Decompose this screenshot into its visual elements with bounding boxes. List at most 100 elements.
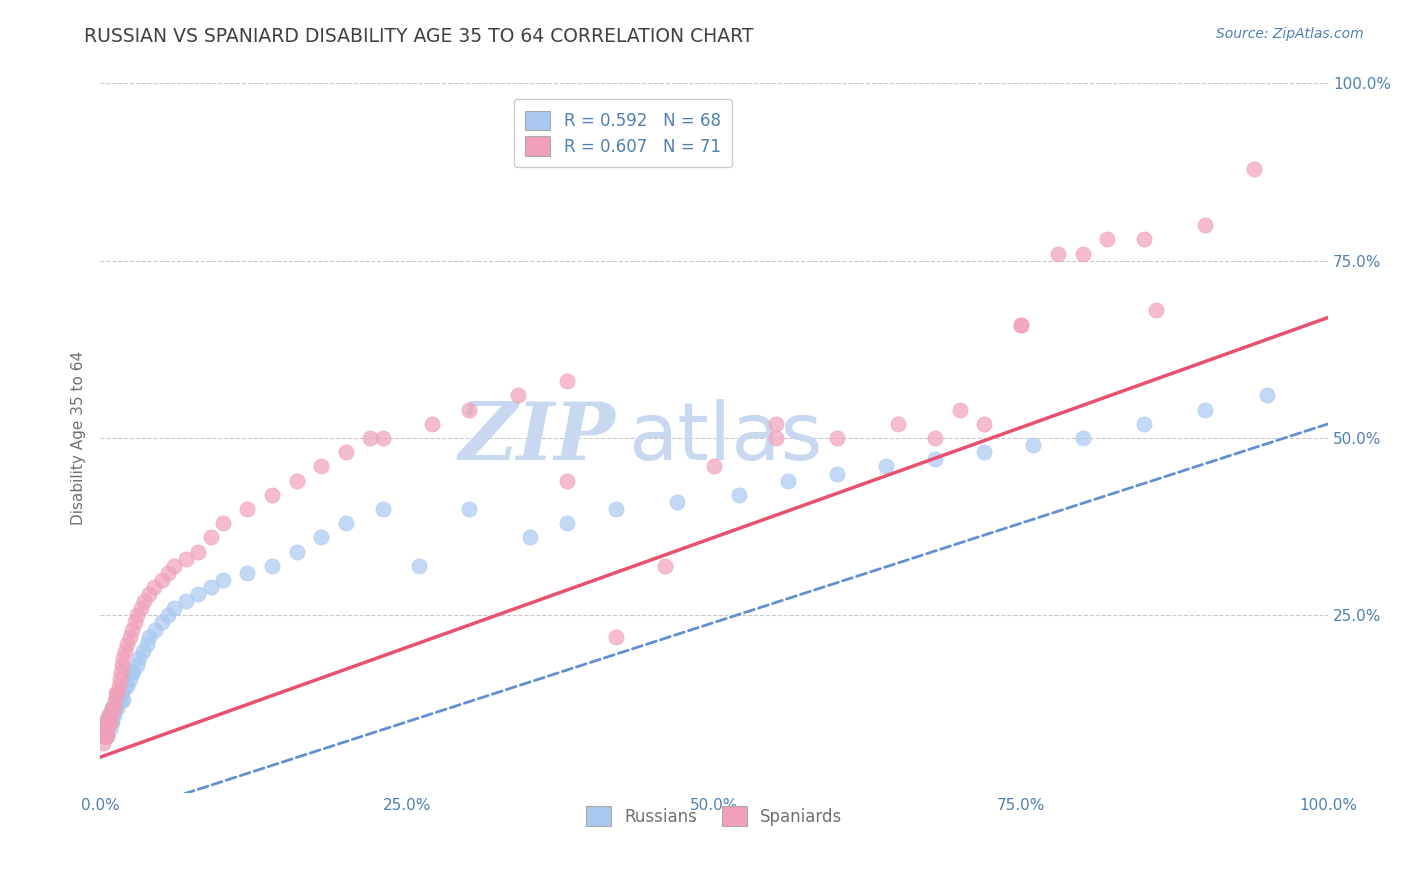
Point bbox=[703, 459, 725, 474]
Point bbox=[108, 686, 131, 700]
Point bbox=[93, 722, 115, 736]
Text: Source: ZipAtlas.com: Source: ZipAtlas.com bbox=[1216, 27, 1364, 41]
Point bbox=[973, 417, 995, 431]
Text: ZIP: ZIP bbox=[458, 400, 616, 477]
Point bbox=[145, 623, 167, 637]
Point bbox=[112, 651, 135, 665]
Point bbox=[1022, 438, 1045, 452]
Point bbox=[236, 566, 259, 580]
Point bbox=[93, 722, 115, 736]
Point bbox=[309, 459, 332, 474]
Point bbox=[605, 502, 627, 516]
Point bbox=[309, 530, 332, 544]
Point bbox=[666, 495, 689, 509]
Point bbox=[949, 402, 972, 417]
Point bbox=[1046, 246, 1069, 260]
Point bbox=[96, 729, 118, 743]
Point bbox=[101, 707, 124, 722]
Point bbox=[420, 417, 443, 431]
Point bbox=[212, 516, 235, 530]
Point bbox=[111, 686, 134, 700]
Point bbox=[122, 665, 145, 679]
Point bbox=[457, 502, 479, 516]
Point bbox=[125, 608, 148, 623]
Point bbox=[101, 700, 124, 714]
Point bbox=[156, 566, 179, 580]
Point bbox=[132, 644, 155, 658]
Point bbox=[335, 445, 357, 459]
Point bbox=[98, 714, 121, 729]
Point bbox=[98, 722, 121, 736]
Point bbox=[924, 452, 946, 467]
Point bbox=[285, 544, 308, 558]
Point bbox=[104, 693, 127, 707]
Point bbox=[97, 707, 120, 722]
Point bbox=[97, 714, 120, 729]
Point bbox=[555, 474, 578, 488]
Point bbox=[112, 693, 135, 707]
Point bbox=[118, 630, 141, 644]
Point bbox=[124, 615, 146, 630]
Point bbox=[506, 388, 529, 402]
Point bbox=[93, 729, 115, 743]
Point bbox=[107, 693, 129, 707]
Point bbox=[93, 714, 115, 729]
Point bbox=[371, 431, 394, 445]
Point bbox=[187, 544, 209, 558]
Point bbox=[212, 573, 235, 587]
Point bbox=[335, 516, 357, 530]
Point bbox=[1194, 402, 1216, 417]
Point bbox=[128, 651, 150, 665]
Point bbox=[91, 729, 114, 743]
Point bbox=[174, 594, 197, 608]
Point bbox=[1071, 246, 1094, 260]
Point bbox=[96, 722, 118, 736]
Point bbox=[134, 594, 156, 608]
Point bbox=[156, 608, 179, 623]
Text: RUSSIAN VS SPANIARD DISABILITY AGE 35 TO 64 CORRELATION CHART: RUSSIAN VS SPANIARD DISABILITY AGE 35 TO… bbox=[84, 27, 754, 45]
Point bbox=[107, 679, 129, 693]
Point bbox=[605, 630, 627, 644]
Point bbox=[285, 474, 308, 488]
Point bbox=[118, 672, 141, 686]
Point bbox=[727, 488, 749, 502]
Point bbox=[94, 722, 117, 736]
Point bbox=[1133, 417, 1156, 431]
Point bbox=[150, 573, 173, 587]
Point bbox=[825, 431, 848, 445]
Point bbox=[174, 551, 197, 566]
Point bbox=[96, 714, 118, 729]
Point bbox=[96, 722, 118, 736]
Point bbox=[138, 587, 160, 601]
Point bbox=[408, 558, 430, 573]
Legend: Russians, Spaniards: Russians, Spaniards bbox=[578, 798, 851, 834]
Point bbox=[1095, 232, 1118, 246]
Point bbox=[150, 615, 173, 630]
Point bbox=[105, 700, 128, 714]
Point bbox=[104, 700, 127, 714]
Point bbox=[96, 714, 118, 729]
Point bbox=[765, 431, 787, 445]
Point bbox=[101, 700, 124, 714]
Point bbox=[135, 637, 157, 651]
Point bbox=[200, 580, 222, 594]
Point bbox=[96, 722, 118, 736]
Point bbox=[138, 630, 160, 644]
Point bbox=[97, 707, 120, 722]
Point bbox=[555, 374, 578, 388]
Point bbox=[163, 601, 186, 615]
Point bbox=[105, 686, 128, 700]
Point bbox=[103, 700, 125, 714]
Point bbox=[1256, 388, 1278, 402]
Point bbox=[555, 516, 578, 530]
Point bbox=[1144, 303, 1167, 318]
Point bbox=[100, 714, 122, 729]
Point bbox=[1071, 431, 1094, 445]
Text: atlas: atlas bbox=[628, 399, 823, 477]
Point bbox=[97, 714, 120, 729]
Point bbox=[887, 417, 910, 431]
Y-axis label: Disability Age 35 to 64: Disability Age 35 to 64 bbox=[72, 351, 86, 525]
Point bbox=[105, 686, 128, 700]
Point bbox=[94, 729, 117, 743]
Point bbox=[121, 623, 143, 637]
